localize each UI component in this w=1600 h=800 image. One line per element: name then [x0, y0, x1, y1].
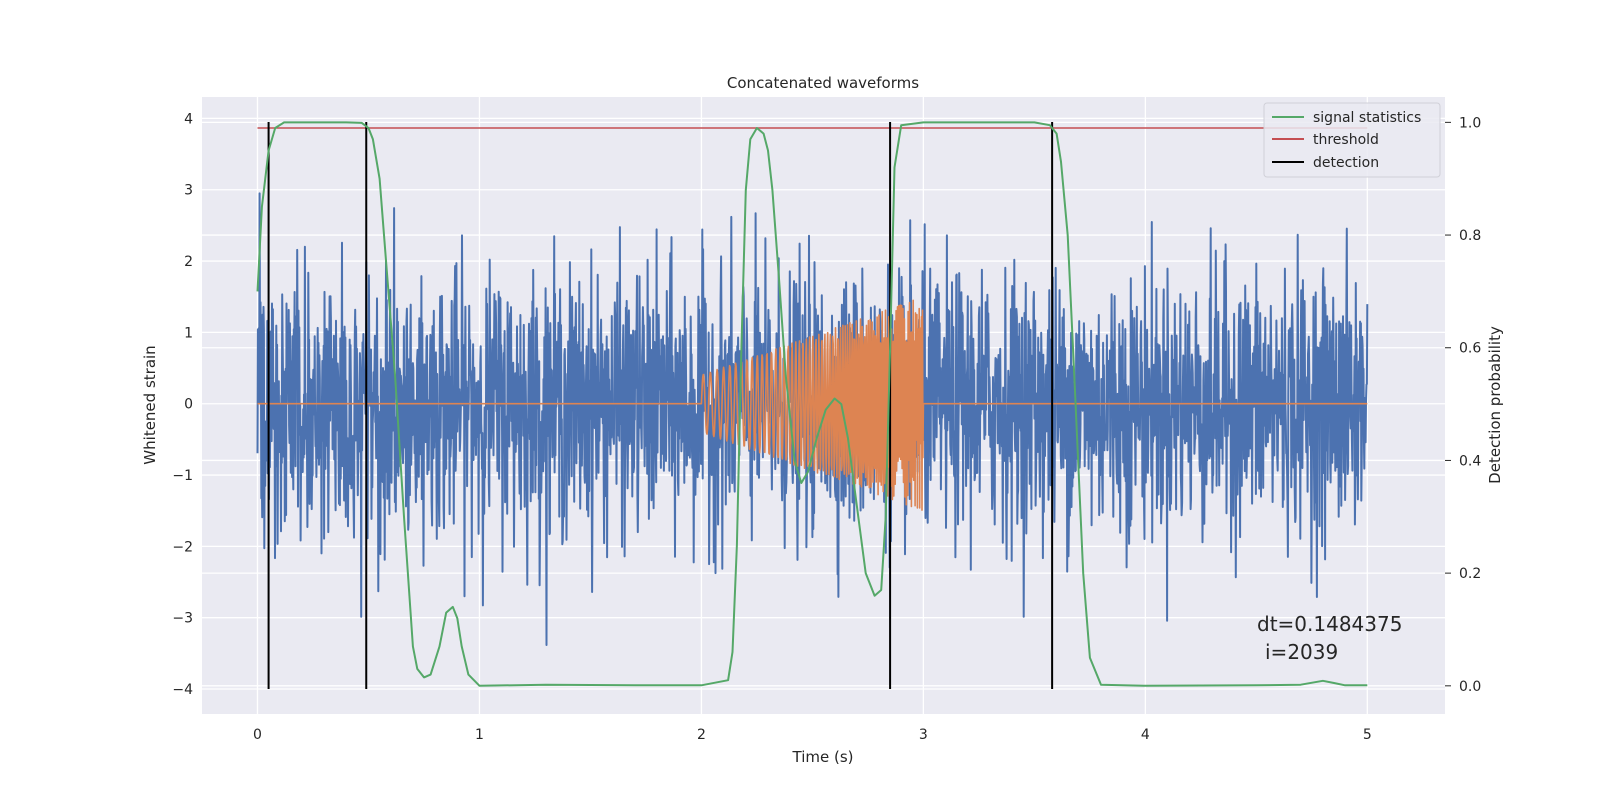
chart-title: Concatenated waveforms	[727, 74, 919, 92]
y-right-tick-label: 0.4	[1459, 453, 1481, 469]
x-tick-label: 5	[1363, 727, 1372, 743]
series-layer	[256, 121, 1369, 690]
y-tick-label: −4	[172, 682, 193, 698]
x-tick-label: 4	[1141, 727, 1150, 743]
y-right-tick-label: 1.0	[1459, 115, 1481, 131]
noise-series-line	[256, 192, 1369, 646]
annotation-dt: dt=0.1484375	[1257, 612, 1402, 636]
y-right-tick-label: 0.2	[1459, 566, 1481, 582]
detection-lines	[267, 121, 1054, 690]
x-tick-label: 0	[253, 727, 262, 743]
y-axis-label: Whitened strain	[141, 345, 159, 464]
y-tick-label: 4	[184, 111, 193, 127]
x-axis-ticks: 0 1 2 3 4 5	[253, 727, 1372, 743]
legend-box	[1263, 102, 1441, 178]
y-right-axis-label: Detection probability	[1486, 326, 1504, 484]
legend: signal statistics threshold detection	[1263, 102, 1441, 178]
x-axis-label: Time (s)	[792, 748, 854, 766]
y-tick-label: 3	[184, 183, 193, 199]
injection-series-line	[257, 299, 1368, 511]
y-right-tick-label: 0.6	[1459, 341, 1481, 357]
annotation-index: i=2039	[1265, 640, 1338, 664]
y-tick-label: 2	[184, 254, 193, 270]
y-right-tick-label: 0.0	[1459, 679, 1481, 695]
y-tick-label: −1	[172, 468, 193, 484]
legend-label-detection: detection	[1313, 155, 1379, 171]
signal-statistics-line	[256, 121, 1368, 687]
y-tick-label: 0	[184, 397, 193, 413]
y-axis-ticks: −4 −3 −2 −1 0 1 2 3 4	[172, 111, 193, 698]
x-tick-label: 2	[697, 727, 706, 743]
y-tick-label: −2	[172, 539, 193, 555]
y-right-axis-ticks: 0.0 0.2 0.4 0.6 0.8 1.0	[1445, 115, 1481, 695]
legend-label-threshold: threshold	[1313, 132, 1379, 148]
y-right-tick-label: 0.8	[1459, 228, 1481, 244]
x-tick-label: 1	[475, 727, 484, 743]
x-tick-label: 3	[919, 727, 928, 743]
legend-label-statistics: signal statistics	[1313, 110, 1421, 126]
y-tick-label: −3	[172, 611, 193, 627]
y-tick-label: 1	[184, 325, 193, 341]
